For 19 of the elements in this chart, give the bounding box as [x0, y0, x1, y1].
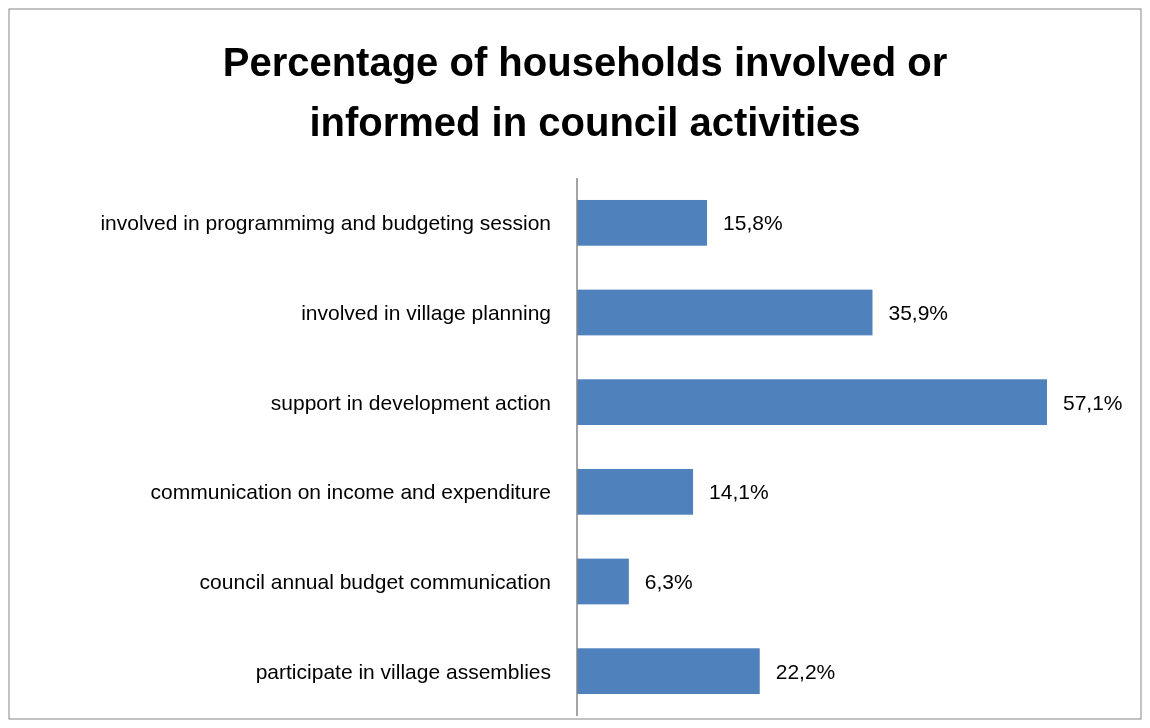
bar	[577, 648, 760, 695]
data-label: 22,2%	[775, 659, 836, 683]
y-tick-label: participate in village assemblies	[255, 659, 551, 683]
data-label: 6,3%	[644, 569, 693, 593]
bar	[577, 379, 1047, 426]
y-tick-label: involved in programmimg and budgeting session	[100, 211, 551, 235]
y-tick-label: involved in village planning	[301, 300, 551, 324]
y-tick-label: support in development action	[270, 390, 551, 414]
data-label: 14,1%	[709, 480, 769, 504]
data-label: 15,8%	[723, 211, 783, 235]
chart-title: Percentage of households involved or informed in council activities	[222, 40, 948, 144]
y-tick-label: communication on income and expenditure	[150, 480, 551, 504]
data-label: 57,1%	[1063, 390, 1123, 414]
data-label: 35,9%	[888, 300, 949, 324]
bar	[577, 558, 629, 605]
bar	[577, 468, 694, 515]
bar	[577, 289, 873, 336]
y-tick-label: council annual budget communication	[199, 569, 551, 593]
bar	[577, 199, 708, 246]
